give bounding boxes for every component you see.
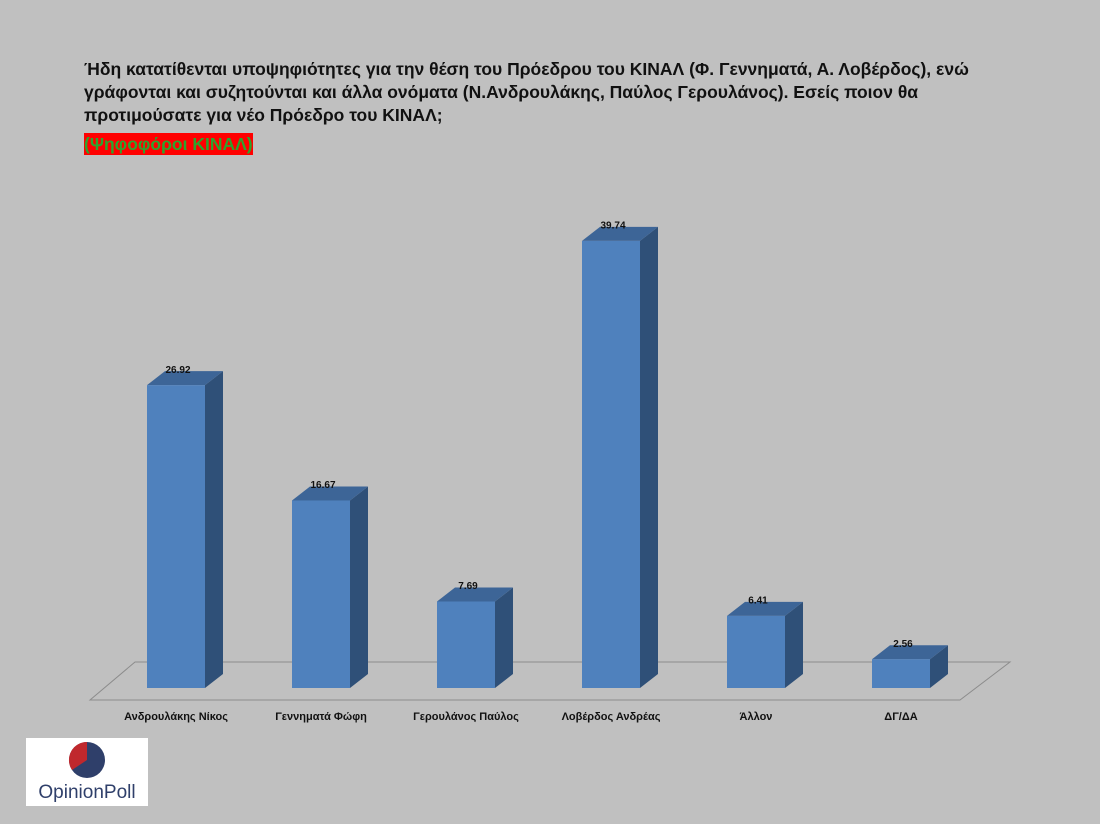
value-label: 7.69 [458,581,478,592]
chart-title: Ήδη κατατίθενται υποψηφιότητες για την θ… [84,59,969,125]
x-tick-label: Γερουλάνος Παύλος [413,711,519,723]
bar-side [640,226,658,689]
bar-top [727,601,803,616]
bar [582,240,640,689]
value-label: 39.74 [600,221,625,232]
x-tick-label: ΔΓ/ΔΑ [884,711,917,723]
bar-side [785,601,803,688]
x-tick-label: Λοβέρδος Ανδρέας [562,711,661,723]
value-label: 16.67 [310,480,335,491]
bar-side [350,486,368,688]
value-label: 6.41 [748,596,768,607]
bar [292,500,350,688]
bar-top [292,486,368,501]
bar-side [930,645,948,688]
bar [437,601,495,688]
bar [872,659,930,688]
logo-slice [68,742,87,770]
x-tick-label: Άλλον [740,711,773,723]
x-tick-label: Γεννηματά Φώφη [275,711,367,723]
bar [727,615,785,688]
x-tick-label: Ανδρουλάκης Νίκος [124,711,228,723]
bar-side [205,371,223,688]
value-label: 2.56 [893,639,913,650]
bar-top [147,371,223,386]
logo-text: OpinionPoll [38,782,135,803]
chart-subtitle: (Ψηφοφόροι ΚΙΝΑΛ) [84,133,253,155]
bar-top [437,587,513,602]
bar-side [495,587,513,688]
value-label: 26.92 [165,365,190,376]
bar [147,385,205,688]
bar-top [582,226,658,241]
bar-top [872,645,948,660]
floor [88,661,1012,701]
